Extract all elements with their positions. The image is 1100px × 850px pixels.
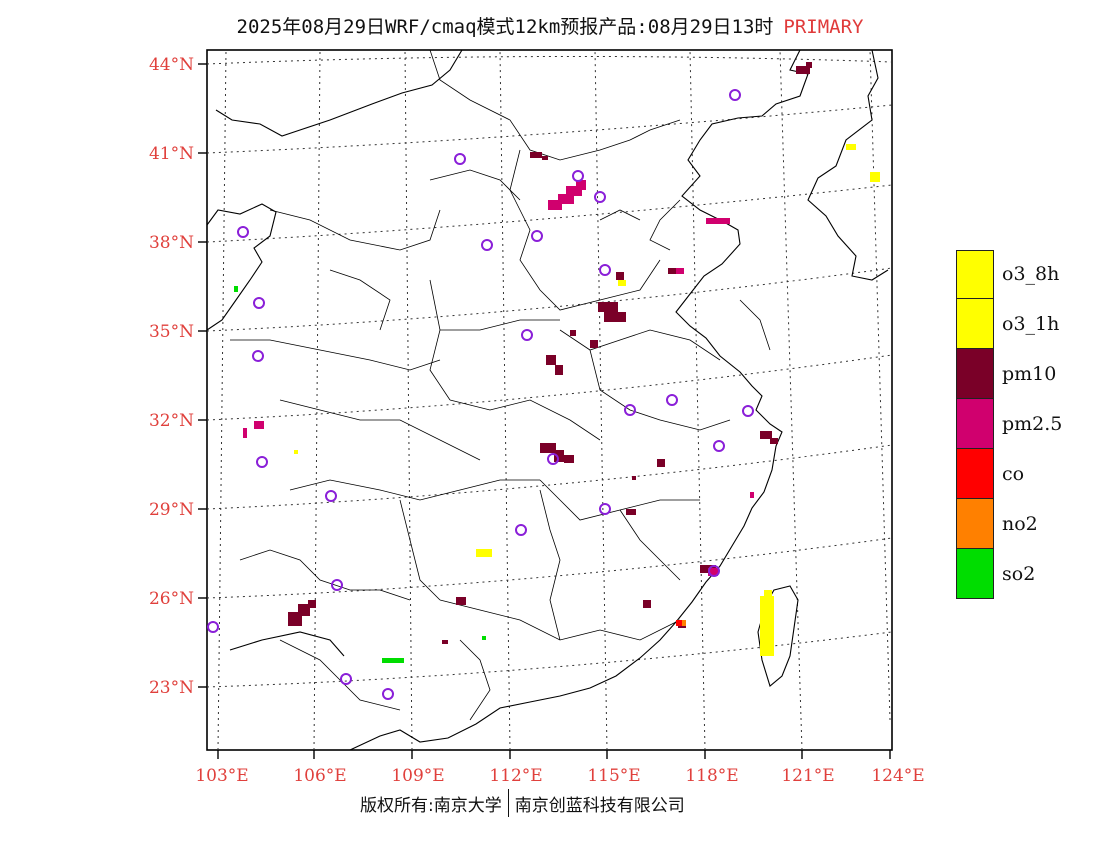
- copyright-right: 南京创蓝科技有限公司: [514, 795, 685, 816]
- no2-cell: [682, 620, 686, 626]
- legend-swatch: [956, 499, 994, 549]
- so2-cells: [234, 286, 486, 663]
- lon-label: 124°E: [871, 766, 924, 786]
- lon-label: 106°E: [293, 766, 346, 786]
- lon-ticks: [217, 750, 891, 759]
- lat-label: 35°N: [149, 322, 194, 342]
- legend-item-no2: no2: [956, 499, 1090, 549]
- legend-item-o3-8h: o3_8h: [956, 249, 1090, 299]
- lon-label: 109°E: [391, 766, 444, 786]
- legend-item-o3-1h: o3_1h: [956, 299, 1090, 349]
- legend-item-co: co: [956, 449, 1090, 499]
- lat-label: 29°N: [149, 500, 194, 520]
- legend-label: co: [1002, 463, 1025, 485]
- legend-label: o3_8h: [1002, 263, 1060, 285]
- lat-label: 26°N: [149, 589, 194, 609]
- legend-label: pm2.5: [1002, 413, 1063, 435]
- legend-swatch: [956, 349, 994, 399]
- primary-tag: PRIMARY: [783, 16, 864, 38]
- legend-label: o3_1h: [1002, 313, 1060, 335]
- latitude-labels: 44°N 41°N 38°N 35°N 32°N 29°N 26°N 23°N: [149, 55, 194, 698]
- lon-label: 115°E: [587, 766, 640, 786]
- map-frame: [206, 49, 893, 751]
- legend-swatch: [956, 399, 994, 449]
- lon-label: 118°E: [685, 766, 738, 786]
- title-text: 2025年08月29日WRF/cmaq模式12km预报产品:08月29日13时: [236, 16, 774, 38]
- legend-swatch: [956, 249, 994, 299]
- lat-label: 23°N: [149, 678, 194, 698]
- lon-label: 112°E: [489, 766, 542, 786]
- legend-label: no2: [1002, 513, 1038, 535]
- copyright-left: 版权所有:南京大学: [360, 795, 502, 816]
- copyright-footer: 版权所有:南京大学 南京创蓝科技有限公司: [360, 789, 685, 817]
- lat-label: 38°N: [149, 233, 194, 253]
- footer-divider: [507, 789, 509, 817]
- legend-item-pm25: pm2.5: [956, 399, 1090, 449]
- legend-item-pm10: pm10: [956, 349, 1090, 399]
- province-borders: [230, 49, 771, 721]
- legend-label: so2: [1002, 563, 1036, 585]
- longitude-labels: 103°E 106°E 109°E 112°E 115°E 118°E 121°…: [195, 766, 924, 786]
- lat-ticks: [198, 63, 207, 688]
- legend-swatch: [956, 299, 994, 349]
- o3-cells: [294, 144, 880, 656]
- co-cell: [676, 620, 682, 626]
- pollutant-cells: [234, 62, 880, 663]
- lat-label: 41°N: [149, 144, 194, 164]
- legend-swatch: [956, 549, 994, 599]
- lat-label: 44°N: [149, 55, 194, 75]
- legend-label: pm10: [1002, 363, 1057, 385]
- lat-label: 32°N: [149, 411, 194, 431]
- pm25-cells: [243, 180, 754, 576]
- legend-swatch: [956, 449, 994, 499]
- lon-label: 103°E: [195, 766, 248, 786]
- pollutant-legend: o3_8h o3_1h pm10 pm2.5 co no2 so2: [956, 249, 1090, 599]
- lon-label: 121°E: [781, 766, 834, 786]
- graticule: [206, 49, 893, 751]
- legend-item-so2: so2: [956, 549, 1090, 599]
- station-markers: [207, 89, 754, 700]
- map-title: 2025年08月29日WRF/cmaq模式12km预报产品:08月29日13时 P…: [0, 12, 1100, 39]
